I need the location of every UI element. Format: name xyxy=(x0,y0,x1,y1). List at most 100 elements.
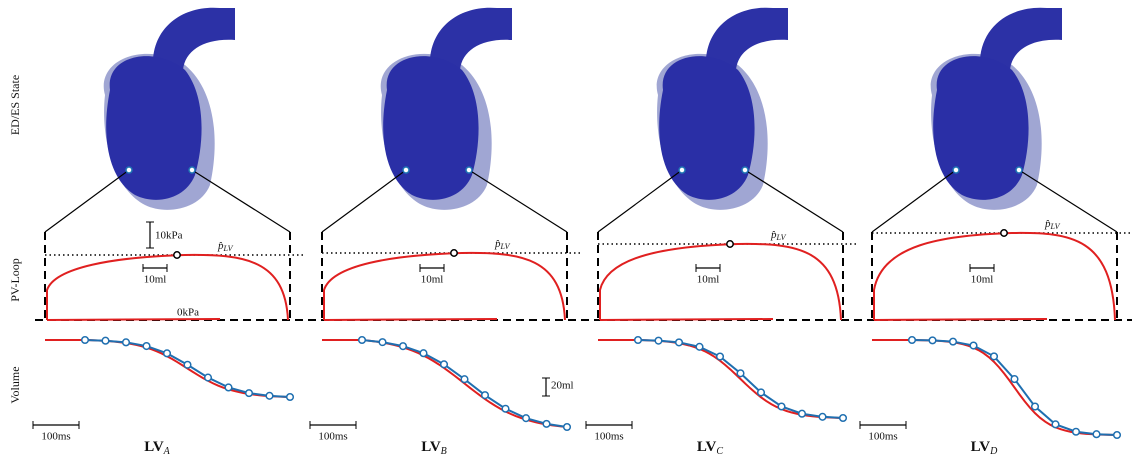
volume-point xyxy=(1030,402,1040,411)
scale-label: 10ml xyxy=(144,274,167,286)
volume-point xyxy=(818,412,827,421)
heart-body xyxy=(106,56,202,200)
panel-label: LVC xyxy=(697,439,723,457)
zoom-line xyxy=(321,169,407,233)
scale-label: 10ml xyxy=(971,274,994,286)
sample-point xyxy=(402,166,410,174)
volume-point xyxy=(1071,427,1081,436)
volume-reference xyxy=(598,339,844,419)
zoom-line xyxy=(871,169,957,233)
volume-point xyxy=(265,391,274,400)
volume-point xyxy=(183,360,192,369)
row-label: PV-Loop xyxy=(8,258,22,302)
pv-loop xyxy=(873,231,1116,321)
row-label: Volume xyxy=(8,366,22,403)
scale-label: 100ms xyxy=(41,431,70,443)
zoom-line xyxy=(191,169,291,233)
scale-label: 20ml xyxy=(551,380,574,392)
heart-body xyxy=(383,56,479,200)
scale-label: 0kPa xyxy=(177,307,199,319)
pressure-symbol: p̂ xyxy=(770,229,777,241)
volume-point xyxy=(736,369,745,378)
volume-point xyxy=(121,338,131,347)
peak-point xyxy=(726,240,734,248)
volume-point xyxy=(460,375,469,384)
volume-point xyxy=(674,338,684,347)
pressure-label: p̂LV xyxy=(217,240,234,253)
pressure-subscript: LV xyxy=(776,233,787,242)
zoom-line xyxy=(44,169,130,233)
zoom-line xyxy=(468,169,568,233)
volume-reference xyxy=(45,339,291,398)
volume-point xyxy=(969,341,978,350)
scale-label: 10ml xyxy=(421,274,444,286)
volume-point xyxy=(797,409,807,418)
scale-label: 10ml xyxy=(697,274,720,286)
volume-point xyxy=(838,413,848,423)
pressure-label: p̂LV xyxy=(494,238,511,251)
panel-label-sub: C xyxy=(716,446,723,457)
panel-label-main: LV xyxy=(421,439,441,455)
aorta xyxy=(706,7,788,70)
zoom-line xyxy=(1018,169,1118,233)
volume-point xyxy=(521,414,531,423)
panel-label: LVA xyxy=(144,439,170,457)
volume-point xyxy=(480,391,490,400)
zoom-line xyxy=(597,169,683,233)
volume-point xyxy=(756,388,766,397)
aorta xyxy=(980,7,1062,70)
volume-point xyxy=(244,389,254,398)
panel-label-sub: B xyxy=(441,446,447,457)
pressure-subscript: LV xyxy=(500,242,511,251)
panel-label-main: LV xyxy=(697,439,717,455)
volume-point xyxy=(203,373,213,382)
volume-point xyxy=(224,383,233,392)
pressure-symbol: p̂ xyxy=(494,238,501,250)
volume-point xyxy=(715,352,725,361)
volume-point xyxy=(633,335,643,345)
sample-point xyxy=(952,166,960,174)
volume-point xyxy=(989,352,999,361)
volume-point xyxy=(948,337,958,346)
panel-label: LVD xyxy=(971,439,998,457)
volume-point xyxy=(142,341,151,351)
heart-body xyxy=(659,56,755,200)
pressure-subscript: LV xyxy=(1050,222,1061,231)
volume-point xyxy=(695,342,704,351)
sample-point xyxy=(741,166,749,174)
zoom-line xyxy=(744,169,844,233)
volume-point xyxy=(101,336,110,345)
volume-point xyxy=(1092,430,1101,439)
scale-label: 100ms xyxy=(318,431,347,443)
volume-point xyxy=(439,360,449,369)
pressure-label: p̂LV xyxy=(1044,218,1061,231)
volume-point xyxy=(542,419,551,428)
pressure-symbol: p̂ xyxy=(217,240,224,252)
heart-body xyxy=(933,56,1029,200)
aorta xyxy=(153,7,235,70)
panel-label: LVB xyxy=(421,439,447,457)
peak-point xyxy=(173,251,181,259)
volume-point xyxy=(928,336,937,345)
volume-point xyxy=(398,342,408,351)
volume-point xyxy=(562,422,572,432)
volume-point xyxy=(654,336,663,345)
pressure-subscript: LV xyxy=(223,244,234,253)
panel-label-sub: A xyxy=(163,446,171,457)
panel-label-main: LV xyxy=(144,439,164,455)
scale-label: 100ms xyxy=(594,431,623,443)
volume-point xyxy=(777,402,786,411)
volume-point xyxy=(357,335,367,345)
peak-point xyxy=(1000,229,1008,237)
volume-point xyxy=(1010,375,1019,384)
volume-point xyxy=(907,335,917,345)
volume-point xyxy=(1051,420,1060,429)
aorta xyxy=(430,7,512,70)
panel-label-sub: D xyxy=(989,446,998,457)
volume-point xyxy=(501,404,510,413)
row-label: ED/ES State xyxy=(8,75,22,135)
panel-label-main: LV xyxy=(971,439,991,455)
pressure-label: p̂LV xyxy=(770,229,787,242)
pressure-symbol: p̂ xyxy=(1044,218,1051,230)
pv-loop xyxy=(323,251,566,321)
